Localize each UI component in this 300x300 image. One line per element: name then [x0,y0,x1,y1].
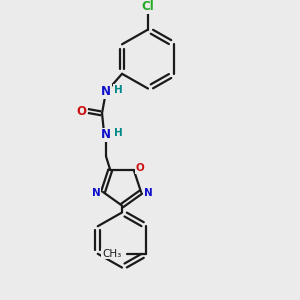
Text: H: H [114,85,123,94]
Text: N: N [92,188,100,198]
Text: N: N [101,85,111,98]
Text: O: O [135,163,144,173]
Text: O: O [76,105,86,118]
Text: Cl: Cl [142,0,154,14]
Text: N: N [144,188,152,198]
Text: H: H [114,128,123,138]
Text: CH₃: CH₃ [102,249,121,259]
Text: N: N [101,128,111,141]
